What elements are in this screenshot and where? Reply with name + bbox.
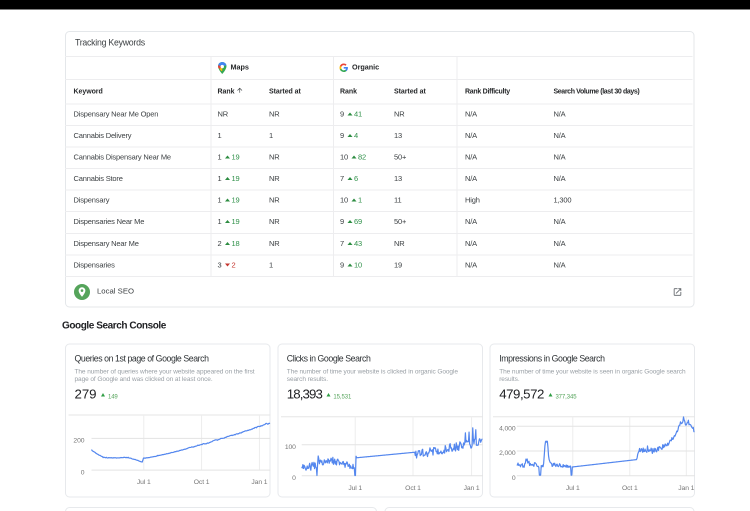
svg-text:4,000: 4,000 [499,425,516,432]
svg-text:100: 100 [285,444,296,451]
svg-text:Oct 1: Oct 1 [622,485,638,492]
svg-text:Oct 1: Oct 1 [405,485,421,492]
svg-text:Jul 1: Jul 1 [348,485,362,492]
svg-text:0: 0 [292,475,296,482]
svg-text:Jan 1: Jan 1 [678,485,694,492]
svg-text:Jul 1: Jul 1 [566,485,580,492]
svg-text:Jul 1: Jul 1 [137,479,151,486]
svg-text:200: 200 [73,438,84,445]
svg-text:0: 0 [512,475,516,482]
svg-text:2,000: 2,000 [499,450,516,457]
svg-text:0: 0 [81,469,85,476]
svg-text:Oct 1: Oct 1 [194,479,210,486]
svg-text:Jan 1: Jan 1 [463,485,479,492]
svg-text:Jan 1: Jan 1 [251,479,267,486]
